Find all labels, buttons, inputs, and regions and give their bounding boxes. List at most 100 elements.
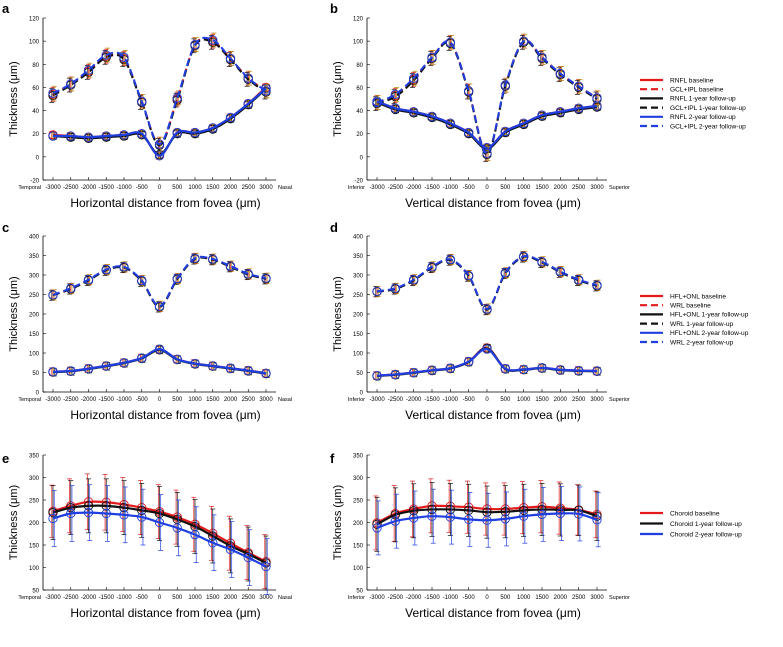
data-point: [555, 266, 565, 277]
panel-label: f: [330, 451, 335, 466]
x-tick-label: -1000: [443, 185, 459, 191]
x-end-label-left: Inferior: [348, 397, 365, 403]
x-tick-label: -2500: [63, 595, 79, 601]
data-point: [519, 364, 529, 375]
x-axis-title: Vertical distance from fovea (μm): [405, 408, 581, 422]
data-point: [261, 86, 271, 96]
data-point: [390, 283, 400, 293]
series-gcl-ipl-1-year-follow-up: [48, 35, 271, 153]
x-tick-label: -1500: [99, 185, 115, 191]
series-line: [52, 504, 267, 564]
data-point: [482, 515, 492, 525]
y-tick-label: 200: [353, 313, 364, 319]
data-point: [555, 68, 565, 79]
x-tick-label: -2500: [63, 397, 79, 403]
y-tick-label: 150: [353, 332, 364, 338]
data-point: [154, 151, 165, 161]
y-tick-label: 20: [32, 132, 39, 138]
x-tick-label: 2000: [224, 185, 238, 191]
data-point: [261, 561, 271, 572]
y-tick-label: 80: [356, 63, 363, 69]
legend-entry: WRL 2-year follow-up: [670, 339, 733, 346]
x-axis-title: Horizontal distance from fovea (μm): [70, 606, 260, 620]
y-tick-label: 100: [353, 352, 364, 358]
y-tick-label: 100: [29, 40, 40, 46]
series-gcl-ipl-2-year-follow-up: [372, 33, 602, 161]
series-line: [52, 255, 267, 308]
x-tick-label: 1500: [206, 397, 220, 403]
data-point: [83, 363, 94, 374]
y-tick-label: 150: [353, 544, 364, 550]
data-point: [500, 126, 510, 137]
data-point: [172, 354, 182, 364]
data-point: [208, 538, 218, 548]
data-point: [372, 370, 382, 381]
data-point: [427, 504, 437, 515]
data-point: [390, 516, 400, 526]
x-end-label-right: Superior: [609, 397, 630, 403]
y-axis-title: Thickness (μm): [332, 276, 344, 351]
series-line: [376, 39, 598, 155]
data-point: [592, 93, 602, 103]
x-tick-label: 500: [500, 185, 511, 191]
x-tick-label: -2500: [388, 595, 404, 601]
x-tick-label: 500: [500, 397, 511, 403]
legend-entry: RNFL 2-year follow-up: [670, 114, 736, 121]
data-point: [445, 254, 455, 265]
y-tick-label: 20: [356, 132, 363, 138]
series-gcl-ipl-1-year-follow-up: [372, 35, 602, 162]
x-tick-label: 2500: [572, 595, 586, 601]
x-tick-label: 500: [172, 185, 183, 191]
y-tick-label: 80: [32, 63, 39, 69]
x-tick-label: 2500: [572, 397, 586, 403]
y-tick-label: 350: [353, 254, 364, 260]
data-point: [172, 273, 182, 284]
x-tick-label: -1000: [443, 397, 459, 403]
x-tick-label: 1000: [517, 595, 531, 601]
panel-label: d: [330, 220, 338, 235]
y-tick-label: 350: [353, 454, 364, 460]
y-tick-label: 300: [29, 476, 40, 482]
x-tick-label: -3000: [45, 185, 61, 191]
data-point: [48, 367, 58, 377]
y-tick-label: 0: [36, 391, 40, 397]
data-point: [537, 110, 547, 120]
series-line: [52, 37, 267, 146]
x-tick-label: 1500: [206, 185, 220, 191]
data-point: [225, 53, 236, 64]
series-rnfl-2-year-follow-up: [372, 96, 602, 153]
x-tick-label: 2500: [242, 397, 256, 403]
panel-label: b: [330, 1, 338, 16]
data-point: [172, 127, 182, 138]
legend-entry: WRL 1-year follow-up: [670, 321, 733, 328]
data-point: [500, 268, 510, 278]
x-tick-label: -2000: [81, 185, 97, 191]
data-point: [464, 127, 474, 138]
x-tick-label: -3000: [369, 185, 385, 191]
x-tick-label: 500: [500, 595, 511, 601]
x-tick-label: -2000: [81, 595, 97, 601]
legend-entry: GCL+IPL 2-year follow-up: [670, 123, 746, 130]
data-point: [101, 508, 111, 519]
data-point: [390, 369, 400, 380]
data-point: [190, 127, 200, 138]
x-end-label-left: Temporal: [18, 185, 41, 191]
y-axis-title: Thickness (μm): [332, 61, 344, 136]
x-tick-label: -1000: [443, 595, 459, 601]
data-point: [66, 79, 76, 89]
data-point: [427, 52, 437, 62]
x-tick-label: -2000: [406, 185, 422, 191]
x-tick-label: -3000: [45, 595, 61, 601]
data-point: [372, 519, 382, 529]
data-point: [445, 504, 455, 515]
data-point: [101, 501, 111, 511]
y-tick-label: 200: [29, 313, 40, 319]
data-point: [592, 515, 602, 525]
x-tick-label: 0: [158, 185, 162, 191]
data-point: [48, 507, 58, 518]
data-point: [48, 90, 58, 101]
x-tick-label: -500: [463, 185, 476, 191]
y-tick-label: 0: [360, 155, 364, 161]
data-point: [464, 514, 474, 524]
